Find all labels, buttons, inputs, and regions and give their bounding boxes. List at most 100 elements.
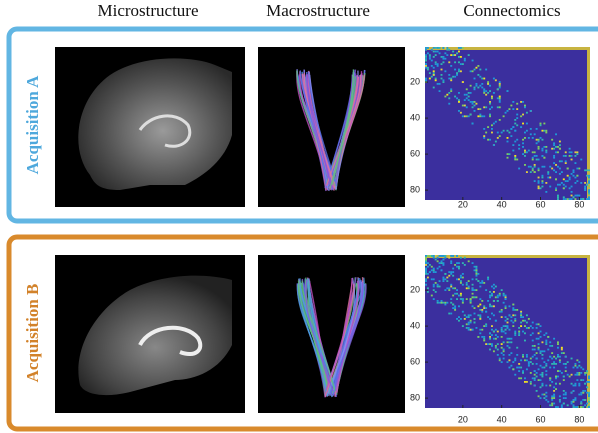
matrix-cell [433,255,435,257]
matrix-cell [588,381,590,383]
matrix-cell [472,329,474,331]
matrix-cell [574,385,576,387]
matrix-cell [553,390,555,392]
matrix-cell [536,390,538,392]
matrix-cell [561,347,563,349]
matrix-cell [479,329,481,331]
matrix-cell [456,262,458,264]
matrix-cell [491,325,493,327]
matrix-cell [501,311,503,313]
matrix-cell [485,132,487,134]
matrix-cell [532,157,534,159]
matrix-cell [475,67,477,69]
matrix-cell [576,379,578,381]
matrix-cell [534,354,536,356]
matrix-cell [567,168,569,170]
matrix-cell [534,377,536,379]
matrix-cell [441,63,443,65]
matrix-cell [508,153,510,155]
matrix-cell [522,356,524,358]
matrix-cell [588,399,590,401]
matrix-cell [514,141,516,143]
y-tick-label: 60 [410,148,420,158]
matrix-cell [425,264,427,266]
matrix-cell [551,381,553,383]
matrix-cell [578,383,580,385]
matrix-cell [468,314,470,316]
matrix-cell [433,286,435,288]
matrix-cell [425,78,427,80]
matrix-cell [557,343,559,345]
matrix-cell [582,399,584,401]
matrix-cell [528,363,530,365]
matrix-cell [520,126,522,128]
matrix-cell [491,313,493,315]
matrix-cell [433,87,435,89]
matrix-cell [507,327,509,329]
matrix-cell [452,51,454,53]
matrix-cell [431,76,433,78]
matrix-cell [569,187,571,189]
matrix-cell [425,280,427,282]
matrix-cell [545,370,547,372]
matrix-cell [501,329,503,331]
matrix-cell [479,318,481,320]
matrix-cell [439,52,441,54]
column-title: Microstructure [97,1,198,20]
matrix-cell [530,110,532,112]
x-tick-label: 60 [535,199,545,209]
matrix-cell [460,56,462,58]
matrix-cell [493,123,495,125]
matrix-cell [565,397,567,399]
y-tick-label: 60 [410,356,420,366]
matrix-cell [574,399,576,401]
matrix-cell [508,354,510,356]
matrix-cell [584,390,586,392]
matrix-cell [578,168,580,170]
matrix-cell [586,370,588,372]
matrix-cell [468,280,470,282]
matrix-cell [541,367,543,369]
matrix-cell [448,257,450,259]
matrix-cell [433,298,435,300]
matrix-cell [532,363,534,365]
matrix-cell [507,322,509,324]
matrix-cell [559,148,561,150]
matrix-cell [543,157,545,159]
matrix-cell [524,106,526,108]
matrix-cell [458,110,460,112]
matrix-cell [425,269,427,271]
matrix-cell [499,293,501,295]
matrix-cell [559,356,561,358]
matrix-cell [439,280,441,282]
matrix-cell [456,52,458,54]
matrix-cell [530,166,532,168]
matrix-cell [425,262,427,264]
matrix-cell [470,101,472,103]
matrix-cell [458,320,460,322]
matrix-cell [563,376,565,378]
matrix-cell [489,103,491,105]
matrix-cell [524,340,526,342]
matrix-cell [551,395,553,397]
matrix-cell [472,287,474,289]
matrix-cell [510,135,512,137]
matrix-cell [483,325,485,327]
matrix-cell [481,300,483,302]
matrix-cell [505,305,507,307]
matrix-cell [458,99,460,101]
matrix-cell [536,139,538,141]
matrix-cell [466,88,468,90]
matrix-cell [540,187,542,189]
matrix-cell [475,275,477,277]
matrix-cell [491,343,493,345]
matrix-cell [573,385,575,387]
matrix-cell [510,105,512,107]
matrix-cell [565,363,567,365]
x-tick-label: 40 [497,199,507,209]
matrix-cell [576,374,578,376]
matrix-cell [442,278,444,280]
matrix-cell [477,65,479,67]
matrix-cell [491,295,493,297]
matrix-cell [501,316,503,318]
